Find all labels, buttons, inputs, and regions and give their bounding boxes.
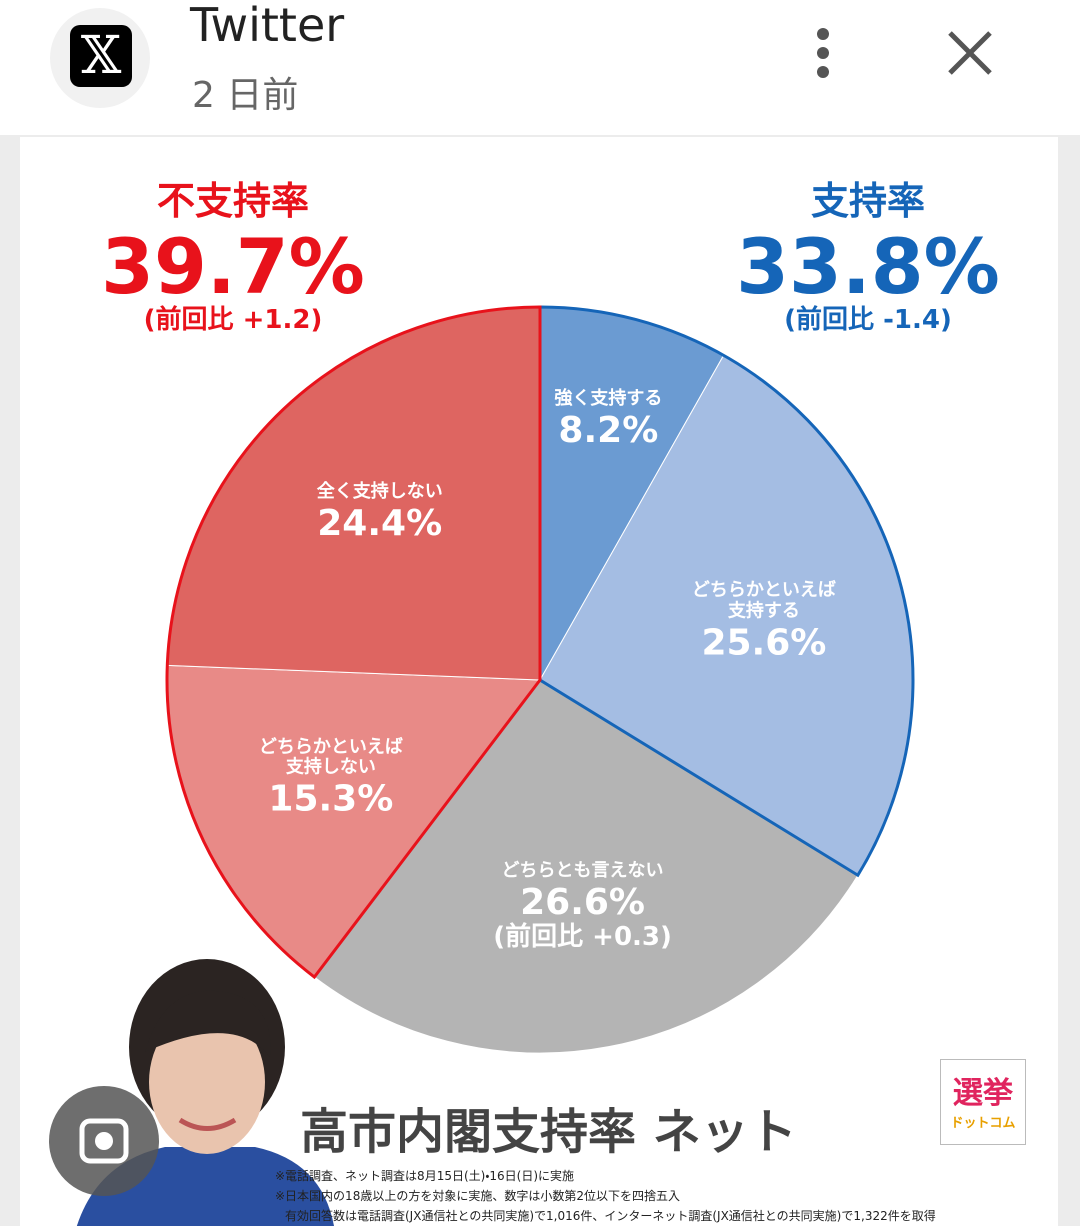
slice-label: どちらかといえば 支持する 25.6% (691, 579, 836, 664)
footnote: 有効回答数は電話調査(JX通信社との共同実施)で1,016件、インターネット調査… (285, 1209, 936, 1223)
slice-category: 全く支持しない (316, 481, 443, 503)
x-logo: 𝕏 (70, 25, 132, 87)
slice-value: 26.6% (520, 882, 646, 923)
slice-value: 15.3% (268, 778, 394, 820)
pie-slice (313, 679, 859, 1054)
top-bar: 𝕏 Twitter 2 日前 (0, 0, 1080, 135)
slice-label: どちらとも言えない 26.6% (前回比 +0.3) (493, 861, 672, 953)
group-value: 33.8% (736, 222, 1000, 311)
slice-category: どちらとも言えない (501, 860, 664, 882)
chart-title: 高市内閣支持率 ネット (300, 1104, 797, 1160)
group-name: 不支持率 (156, 179, 310, 223)
logo-top: 選挙 (953, 1076, 1013, 1111)
footnote: ※日本国内の18歳以上の方を対象に実施、数字は小数第2位以下を四捨五入 (275, 1189, 680, 1203)
slice-label: どちらかといえば 支持しない 15.3% (258, 736, 403, 820)
group-change: (前回比 -1.4) (784, 305, 952, 335)
group-change: (前回比 +1.2) (143, 305, 323, 335)
slice-value: 8.2% (558, 409, 659, 451)
slice-value: 24.4% (317, 502, 443, 544)
slice-category: どちらかといえば 支持しない (258, 736, 403, 778)
group-outline (165, 305, 542, 980)
footnote: ※電話調査、ネット調査は8月15日(土)・16日(日)に実施 (275, 1169, 575, 1183)
slice-category: 強く支持する (554, 388, 663, 410)
logo: 選挙 ドットコム (940, 1059, 1026, 1145)
post-time: 2 日前 (192, 75, 299, 116)
slice-value: 25.6% (701, 622, 827, 664)
group-value: 39.7% (101, 222, 365, 311)
slice-category: どちらかといえば 支持する (691, 579, 836, 622)
menu-button[interactable] (800, 20, 850, 90)
slice-label: 強く支持する 8.2% (554, 389, 662, 451)
pie-chart (165, 305, 915, 1054)
slice-label: 全く支持しない 24.4% (317, 482, 443, 544)
group-outline (538, 305, 915, 878)
post-image: 高市内閣支持率 ネット 選挙 ドットコム ※電話調査、ネット調査は8月15日(土… (20, 137, 1058, 1226)
close-button[interactable] (945, 28, 997, 80)
slice-change: (前回比 +0.3) (493, 922, 672, 953)
avatar[interactable]: 𝕏 (50, 8, 150, 108)
group-name: 支持率 (810, 179, 926, 223)
lens-button[interactable] (48, 1085, 160, 1197)
app-name: Twitter (190, 0, 345, 52)
logo-bottom: ドットコム (950, 1116, 1016, 1131)
